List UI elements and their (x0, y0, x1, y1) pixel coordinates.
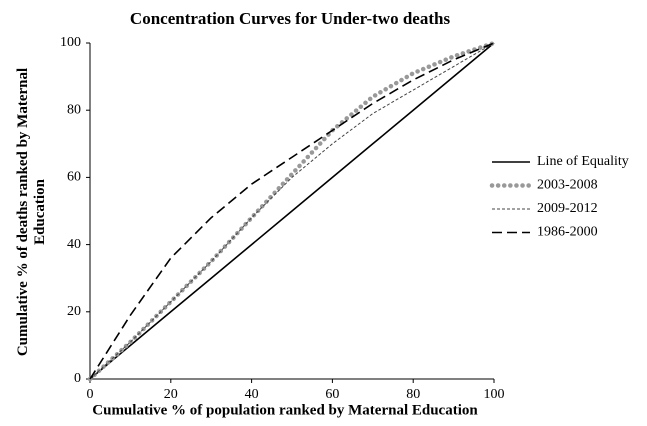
chart-title: Concentration Curves for Under-two death… (130, 9, 451, 28)
series-line (89, 42, 495, 380)
legend-label: 2003-2008 (537, 178, 598, 193)
x-tick-label: 80 (406, 387, 420, 402)
y-axis-label: Cumulative % of deaths ranked by Materna… (15, 68, 48, 356)
series-line (89, 42, 495, 380)
x-axis-label: Cumulative % of population ranked by Mat… (92, 402, 478, 418)
legend-label: 2009-2012 (537, 201, 598, 216)
x-tick-label: 0 (87, 387, 94, 402)
y-tick-label: 0 (74, 371, 81, 386)
y-tick-label: 100 (60, 35, 81, 50)
x-tick-label: 20 (164, 387, 178, 402)
y-tick-label: 60 (67, 170, 81, 185)
y-tick-label: 40 (67, 237, 81, 252)
y-tick-label: 80 (67, 102, 81, 117)
x-tick-label: 60 (325, 387, 339, 402)
x-tick-label: 40 (245, 387, 259, 402)
series-line (89, 42, 495, 380)
y-tick-label: 20 (67, 304, 81, 319)
legend-label: Line of Equality (537, 154, 629, 169)
x-tick-label: 100 (484, 387, 505, 402)
legend-label: 1986-2000 (537, 225, 598, 240)
